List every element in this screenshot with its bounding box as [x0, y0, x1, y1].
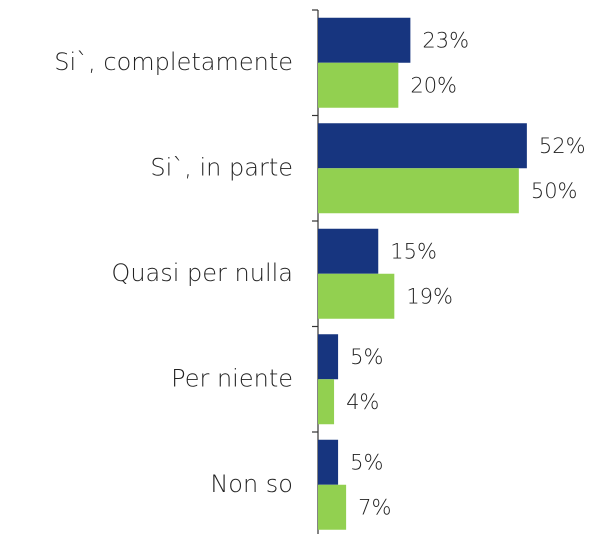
- bar: [318, 17, 411, 63]
- value-label: 23%: [422, 28, 469, 52]
- value-label: 7%: [358, 495, 391, 519]
- value-label: 5%: [350, 450, 383, 474]
- value-label: 4%: [346, 390, 379, 414]
- value-label: 5%: [350, 345, 383, 369]
- value-label: 19%: [406, 284, 453, 308]
- category-label: Per niente: [171, 364, 293, 392]
- bar: [318, 123, 527, 169]
- bar: [318, 62, 399, 108]
- bar: [318, 439, 339, 485]
- category-label: Si`, in parte: [150, 153, 293, 181]
- value-label: 52%: [539, 134, 586, 158]
- category-label: Non so: [210, 470, 293, 498]
- value-label: 15%: [390, 239, 437, 263]
- bar: [318, 273, 395, 319]
- bar: [318, 228, 379, 274]
- value-label: 20%: [410, 73, 457, 97]
- category-label: Si`, completamente: [54, 48, 293, 76]
- bar: [318, 168, 519, 214]
- bar: [318, 484, 347, 530]
- bar: [318, 379, 335, 425]
- category-label: Quasi per nulla: [111, 259, 293, 287]
- bar: [318, 334, 339, 380]
- value-label: 50%: [531, 179, 578, 203]
